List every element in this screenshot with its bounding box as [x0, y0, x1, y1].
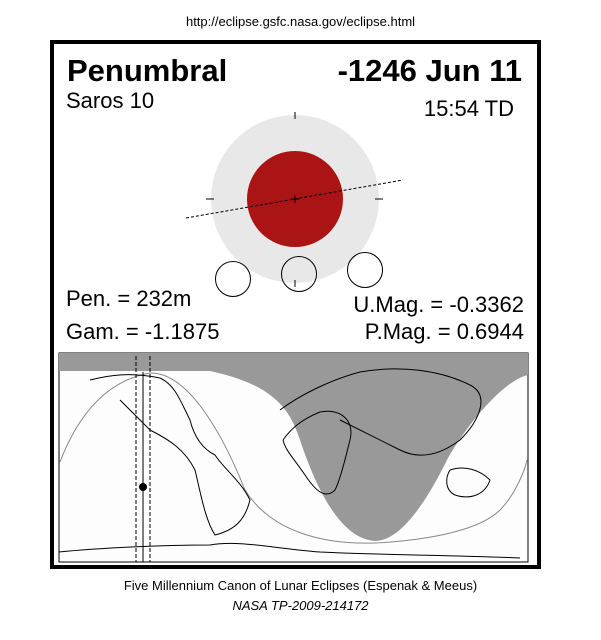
world-map — [58, 352, 529, 563]
moon-last-contact — [347, 252, 383, 288]
umbral-magnitude: U.Mag. = -0.3362 — [353, 292, 524, 317]
moon-greatest — [281, 256, 317, 292]
eclipse-date: -1246 Jun 11 — [337, 53, 522, 88]
moon-first-contact — [215, 261, 251, 297]
night-visibility-region — [59, 353, 528, 541]
eclipse-type: Penumbral — [67, 53, 228, 88]
greatest-eclipse-point — [139, 483, 147, 491]
penumbral-duration: Pen. = 232m — [66, 286, 192, 311]
eclipse-time: 15:54 TD — [423, 96, 514, 121]
source-url: http://eclipse.gsfc.nasa.gov/eclipse.htm… — [185, 14, 416, 29]
footer-credit: Five Millennium Canon of Lunar Eclipses … — [123, 578, 478, 593]
gamma-value: Gam. = -1.1875 — [66, 319, 220, 344]
eclipse-panel — [50, 40, 541, 569]
penumbral-magnitude: P.Mag. = 0.6944 — [364, 319, 524, 344]
coastlines — [58, 368, 521, 559]
shadow-diagram — [185, 112, 404, 297]
footer-publication: NASA TP-2009-214172 — [232, 598, 369, 613]
saros-number: Saros 10 — [66, 88, 155, 113]
